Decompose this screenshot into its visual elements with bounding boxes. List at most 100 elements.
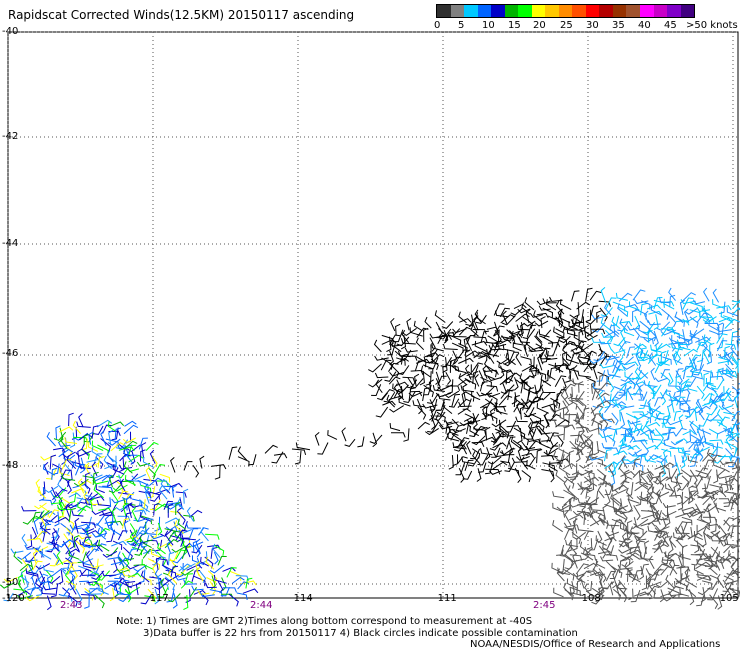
wind-barb <box>563 476 575 489</box>
wind-barb <box>703 372 709 387</box>
wind-barb <box>706 512 712 526</box>
wind-barb <box>605 531 619 537</box>
wind-barb <box>532 391 544 403</box>
wind-barb <box>501 450 515 456</box>
wind-barb <box>634 315 640 330</box>
wind-barb <box>578 433 585 447</box>
wind-barb <box>634 343 644 356</box>
wind-barb <box>646 491 652 505</box>
wind-barb <box>122 552 130 568</box>
wind-barb <box>104 581 120 590</box>
wind-barb <box>570 329 584 336</box>
wind-barb <box>523 320 536 327</box>
wind-barb <box>472 329 487 335</box>
wind-barb <box>525 445 542 452</box>
wind-barb <box>499 307 510 318</box>
wind-barb <box>542 336 554 348</box>
wind-barb <box>624 552 640 561</box>
wind-barb <box>703 504 717 513</box>
wind-barb <box>197 590 210 596</box>
wind-barb <box>74 523 91 529</box>
wind-barb <box>532 384 544 394</box>
wind-barb <box>117 515 131 522</box>
wind-barb <box>109 474 114 488</box>
wind-barb <box>541 439 554 446</box>
wind-barb <box>171 545 187 553</box>
wind-barb <box>610 565 623 578</box>
wind-barb <box>189 509 203 518</box>
wind-barb <box>109 587 115 602</box>
wind-barb <box>65 580 76 591</box>
wind-barb <box>458 423 472 428</box>
wind-barb <box>220 587 230 597</box>
wind-barb <box>46 467 58 480</box>
wind-barb <box>177 518 187 530</box>
wind-barb <box>156 551 167 566</box>
wind-barb <box>624 469 630 483</box>
wind-barb <box>718 416 730 427</box>
wind-barb <box>718 483 733 491</box>
wind-barb <box>724 318 739 329</box>
wind-barb <box>452 428 466 434</box>
wind-barb <box>242 588 259 594</box>
wind-barb <box>717 428 732 435</box>
wind-barb <box>85 550 93 566</box>
wind-barb <box>422 387 430 402</box>
wind-barb <box>159 578 167 594</box>
wind-barb <box>627 520 633 534</box>
wind-barb <box>681 475 690 488</box>
wind-barb <box>628 571 641 583</box>
legend-swatch <box>518 5 532 17</box>
wind-barb <box>442 343 458 350</box>
legend-label: 35 <box>612 20 625 31</box>
wind-barb <box>123 440 138 450</box>
wind-barb <box>737 358 740 373</box>
wind-barb <box>662 415 669 428</box>
wind-barb <box>104 520 119 526</box>
wind-barb <box>484 369 495 380</box>
wind-barb <box>118 490 129 500</box>
wind-barb <box>506 436 516 450</box>
wind-barb <box>716 473 733 479</box>
wind-barb <box>59 467 70 477</box>
wind-barb <box>591 587 604 601</box>
wind-barb <box>166 540 172 554</box>
wind-barb <box>415 337 425 351</box>
wind-barb <box>427 421 439 433</box>
wind-barb <box>388 376 401 385</box>
wind-barb <box>558 462 571 476</box>
wind-barb <box>193 590 207 595</box>
wind-barb <box>704 523 721 530</box>
legend-swatch <box>558 5 573 17</box>
wind-barb <box>493 433 507 444</box>
wind-barb <box>461 391 467 407</box>
wind-barb <box>723 496 733 507</box>
wind-barb <box>555 362 569 372</box>
wind-barb <box>620 328 627 345</box>
wind-barb <box>390 432 406 438</box>
wind-barb <box>671 342 683 351</box>
wind-barb <box>667 483 675 497</box>
wind-barb <box>529 364 535 378</box>
wind-barb <box>435 414 444 428</box>
wind-barb <box>471 390 481 401</box>
wind-barb <box>61 539 75 546</box>
wind-barb <box>154 581 169 590</box>
wind-barb <box>553 326 564 338</box>
wind-barb <box>101 570 117 577</box>
wind-barb <box>450 334 462 346</box>
wind-barb <box>491 447 501 458</box>
lon-label: -108 <box>578 593 601 604</box>
wind-barb <box>84 595 90 609</box>
wind-barb <box>724 477 739 484</box>
wind-barb <box>584 439 593 451</box>
wind-barb <box>723 545 736 554</box>
wind-barb <box>44 485 59 494</box>
wind-barb <box>149 499 162 511</box>
wind-barb <box>79 480 92 488</box>
wind-barb <box>13 551 23 564</box>
wind-barb <box>393 389 404 399</box>
wind-barb <box>561 549 571 561</box>
wind-barb <box>24 556 38 562</box>
wind-barb <box>615 508 628 521</box>
